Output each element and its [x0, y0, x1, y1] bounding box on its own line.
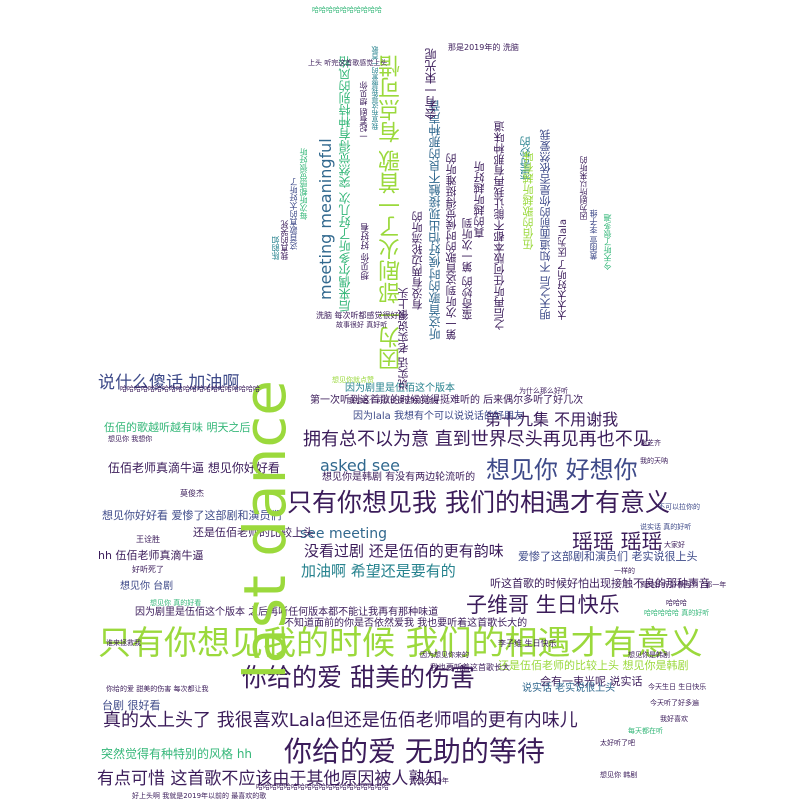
- word-small-32: 想见你 真的好看: [150, 599, 202, 607]
- word-will-be-light: 会有一束光呢: [424, 48, 438, 120]
- word-small-21: 想见你 韩剧: [600, 771, 638, 779]
- word-taida: 太太太好听了 因为lala: [558, 219, 569, 320]
- word-filler-v2: 这首歌真的太好听了: [289, 178, 298, 250]
- word-only-see-time: 只有你想见我的时候 我们的相遇才有意义: [98, 623, 703, 662]
- word-because-lala: 因为lala 我想有个可以说说话的好朋友: [353, 411, 524, 422]
- word-small-2: 那是2019年的 洗脑: [448, 43, 519, 52]
- word-so-good: 台剧 很好看: [102, 699, 161, 712]
- word-small-10: 想见你就点赞: [332, 376, 374, 384]
- word-small-27: 不可以拉你的: [658, 503, 700, 511]
- word-small-35: 哈哈哈哈哈哈哈哈哈哈哈哈哈哈哈哈哈哈哈哈: [120, 385, 260, 393]
- word-asked-see: asked see: [320, 456, 400, 475]
- word-first-listen: 第一次听到这首歌的时候觉得挺难听的 后来偶尔多听了好几次: [310, 395, 584, 406]
- word-small-37: 想见你 我想你: [108, 435, 153, 443]
- word-filler-v1: 每次听都感觉很好听: [299, 148, 308, 220]
- word-small-16: 今天生日 生日快乐: [648, 683, 707, 691]
- word-missed-drama: 没看过剧 还是伍佰的更有韵味: [304, 542, 504, 560]
- word-hear-bad: 听这首歌的时候好怕出现接触不良的那种声音: [490, 577, 710, 590]
- word-filler-v7: 因为剧所以来听的: [579, 156, 588, 220]
- word-see-meet-jp: 想见你是韩剧 有没有两边轮流听的: [322, 472, 476, 483]
- word-truly: 蛮奇妙的 第一次听到: [461, 217, 474, 321]
- word-small-12: 说实话 真的好听: [640, 523, 692, 531]
- word-only-see-me: 只有你想见我 我们的相遇才有意义: [287, 488, 670, 517]
- word-small-20: 那是2019年: [410, 777, 449, 785]
- word-small-14: 哈哈哈哈哈 真的好听: [644, 609, 710, 617]
- word-small-38: 一样的: [614, 567, 635, 575]
- word-small-26: 我好喜欢: [660, 715, 688, 723]
- word-after-no-flavor: 之后再听任何版本都不能让我再有那种味道: [493, 121, 506, 330]
- word-first-time-feel: 第一次听到这首歌的时候觉得挺难听的: [445, 153, 458, 340]
- word-small-40: 莫俊杰: [180, 489, 204, 498]
- word-small-3: 上头 听完这首歌感觉上头: [308, 59, 388, 67]
- word-good-see-drama: 想见你好好看 爱惨了这部剧和演员们: [102, 509, 282, 522]
- word-wubai-flavor: 还是伍佰老师的比较上头: [193, 526, 314, 539]
- word-unknown-v: 想见你 好好看: [361, 223, 371, 280]
- word-small-4: 洗脑 每次听都感觉很好听: [316, 311, 407, 320]
- word-miss-you: 想见你 好想你: [486, 456, 638, 484]
- word-wubai-song-better: 伍佰的歌越听越有味 明天之后: [104, 421, 251, 434]
- word-small-28: 大家好: [664, 541, 685, 549]
- word-small-25: 每天都在听: [628, 727, 663, 735]
- word-bright-after: 明天之后 不知道面前的你是否依然爱我: [539, 129, 552, 321]
- word-too-good: 真的太上头了 我很喜欢Lala但还是伍佰老师唱的更有内味儿: [103, 710, 578, 731]
- word-embrace: 拥有总不以为意 直到世界尽头再见再也不见: [303, 429, 651, 450]
- word-sudden-style: 突然觉得有种特别的风格 hh: [101, 747, 253, 761]
- word-yaoyao: 瑶瑶 瑶瑶: [572, 530, 663, 554]
- word-small-9: 我也要听着这首歌长大: [430, 663, 510, 672]
- word-small-29: 哈哈哈: [666, 599, 687, 607]
- word-small-18: 好听死了: [132, 565, 164, 574]
- word-small-31: 因为想见你来的: [420, 651, 469, 659]
- word-say-what-silly: 说什么傻话 加油啊: [98, 373, 240, 393]
- word-small-41: 谢芝齐: [640, 439, 661, 447]
- word-wubai-good: 伍佰的歌越听越有味: [522, 151, 535, 250]
- word-small-34: 好上头啊 我就是2019年以前的 最喜欢的歌: [132, 792, 267, 800]
- word-filler-v5: 黄雨萱 李子维: [589, 209, 598, 260]
- word-unknown-face: 不知道面前的你是否依然爱我 我也要听着这首歌长大的: [284, 618, 528, 629]
- word-small-22: 我的天呐: [640, 457, 668, 465]
- word-small-15: 想见你是韩剧: [628, 651, 670, 659]
- word-small-23: 今天听了好多遍: [650, 699, 699, 707]
- word-filler-v3: 我真的哭死: [280, 220, 289, 260]
- word-wow-feel: 真的越听越好听: [473, 161, 486, 238]
- word-filler-v6: 今天听了很多遍: [603, 214, 612, 270]
- word-small-30: 李子维 生日快乐: [498, 639, 557, 648]
- word-because-drama: 因为剧里是伍佰这个版本: [345, 383, 455, 394]
- word-small-11: 为什么那么好听: [519, 387, 568, 395]
- word-small-36: 你给的爱 甜美的伤害 每次都让我: [106, 685, 209, 693]
- word-good-friend: 有没有两边轮流听的: [411, 211, 424, 310]
- word-bright-night: 会有一束光呢 说实话: [540, 675, 643, 688]
- word-filler-v8: 一起看剧 想见你: [359, 81, 368, 140]
- word-filler-v9: 我宣布这是我最爱的一首歌: [371, 46, 379, 130]
- word-wubai-teacher-tears: 伍佰老师真滴牛逼 想见你好好看: [108, 461, 280, 475]
- word-sweet-hurt: 你给的爱 甜美的伤害: [242, 663, 475, 692]
- word-filler-v4: 陈韵如: [271, 236, 280, 260]
- word-love-drama: 爱惨了这部剧和演员们 老实说很上头: [518, 550, 698, 563]
- word-small-5: 故事很好 真好听: [336, 321, 388, 329]
- word-meeting-meaningful: meeting meaningful: [316, 138, 335, 300]
- word-pity: 有点可惜 这首歌不应该由于其他原因被人熟知: [97, 769, 443, 789]
- word-episode-19: 第十九集 不用谢我: [485, 410, 619, 429]
- word-cheer-hope: 加油啊 希望还是要有的: [301, 562, 456, 580]
- word-wubai-version: 因为剧里是伍佰这个版本 之后再听任何版本都不能让我再有那种味道: [135, 607, 439, 618]
- word-small-17: 想见你 台剧: [120, 581, 174, 592]
- word-honest-v: 说实话 老实说很上头: [397, 287, 410, 391]
- word-think-mv: 我想有个可以说说话的好朋友: [348, 397, 439, 405]
- word-last-dance: last dance: [231, 380, 299, 680]
- word-wubai-flavor-2: 还是伍佰老师的比较上头 想见你是韩剧: [498, 659, 689, 672]
- word-small-13: 真的好听 好像回到了那一年: [640, 581, 727, 589]
- word-see-meeting: see meeting: [300, 526, 387, 542]
- word-zi-wei-ge: 子维哥 生日快乐: [466, 593, 620, 617]
- word-hh-wubai-tears: hh 伍佰老师真滴牛逼: [98, 549, 204, 562]
- word-small-24: 太好听了吧: [600, 739, 635, 747]
- word-small-19: 谁来拯救我: [106, 639, 141, 647]
- word-later-many: 后来偶尔多听了好几次 突然觉得有种特别的风格: [338, 56, 352, 312]
- word-honest: 说实话 老实说很上头: [522, 683, 616, 694]
- word-small-39: 王诠胜: [136, 535, 160, 544]
- word-helpless-waiting: 你给的爱 无助的等待: [284, 735, 545, 768]
- word-small-1: 哈哈哈哈哈哈哈哈哈哈: [312, 6, 382, 14]
- word-small-33: 哈哈哈哈哈哈哈哈哈哈哈哈哈哈哈哈哈哈哈: [256, 783, 389, 791]
